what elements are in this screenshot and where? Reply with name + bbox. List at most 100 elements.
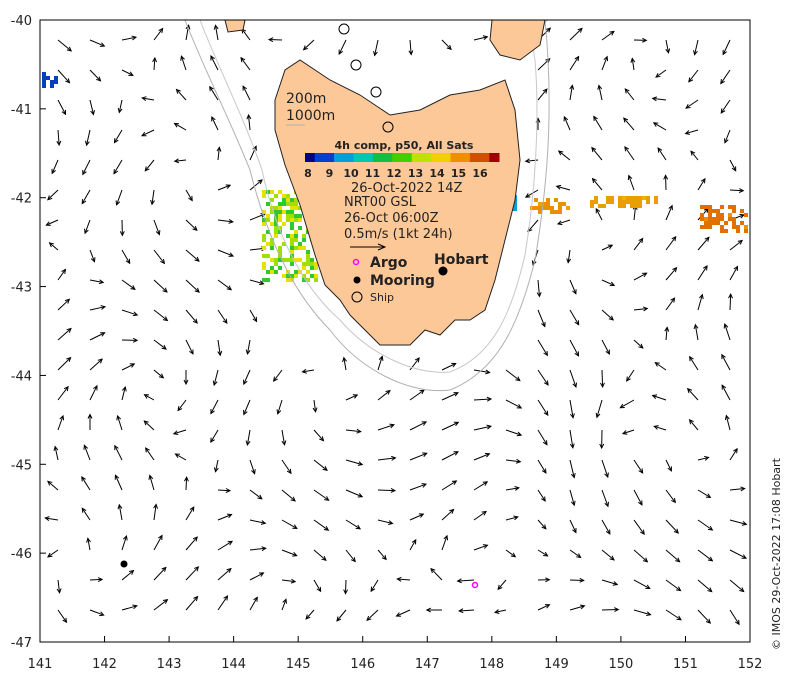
sst-pixel	[298, 246, 302, 250]
current-arrow-head	[194, 256, 200, 262]
sst-pixel	[286, 210, 290, 214]
current-arrow	[173, 429, 187, 435]
current-arrow	[145, 447, 155, 461]
current-arrow	[724, 323, 731, 341]
current-arrow-head	[493, 609, 500, 614]
current-arrow	[153, 57, 156, 71]
current-arrow	[336, 609, 347, 622]
current-arrow-head	[217, 350, 223, 357]
current-arrow-head	[591, 146, 597, 153]
current-arrow-head	[482, 35, 489, 41]
sst-pixel	[302, 266, 306, 270]
sst-pixel	[50, 80, 54, 84]
sst-pixel	[290, 242, 294, 246]
current-arrow	[633, 549, 648, 563]
current-arrow	[596, 399, 603, 418]
current-arrow	[305, 609, 315, 620]
land-tasmania	[274, 59, 521, 346]
current-arrow	[366, 609, 379, 621]
current-arrow-head	[597, 84, 603, 90]
sst-pixel	[594, 200, 598, 204]
sst-pixel	[700, 205, 704, 209]
y-tick-label: -47	[11, 636, 32, 651]
current-arrow	[665, 609, 682, 621]
current-arrow-head	[541, 468, 547, 474]
sst-pixel	[598, 204, 602, 208]
sst-pixel	[278, 210, 282, 214]
current-arrow	[345, 429, 361, 433]
current-arrow-head	[143, 394, 149, 399]
sst-pixel	[294, 214, 298, 218]
current-arrow-head	[482, 481, 489, 486]
sst-pixel	[534, 206, 538, 210]
current-arrow	[633, 238, 644, 251]
current-arrow-head	[302, 45, 309, 51]
current-arrow-head	[414, 357, 420, 363]
ship-markers	[338, 23, 394, 133]
current-arrow	[377, 424, 395, 431]
current-arrow-head	[148, 474, 154, 480]
current-arrow	[83, 445, 91, 461]
colorbar-tick: 12	[386, 167, 401, 180]
current-arrow	[569, 489, 575, 506]
sst-pixel	[278, 230, 282, 234]
sst-pixel	[298, 258, 302, 262]
colorbar-segment	[324, 153, 330, 162]
sst-pixel	[618, 200, 622, 204]
contour-label-200m: 200m	[286, 91, 326, 107]
current-arrow-head	[724, 138, 729, 144]
sst-pixel	[314, 274, 318, 278]
current-arrow	[722, 39, 731, 55]
sst-pixel	[594, 196, 598, 200]
sst-pixel	[290, 202, 294, 206]
sst-pixel	[262, 190, 266, 194]
current-arrow	[121, 386, 126, 401]
current-arrow-head	[158, 534, 163, 541]
sst-pixel	[302, 274, 306, 278]
current-arrow	[185, 339, 194, 355]
colorbar-segment	[406, 153, 413, 162]
colorbar-tick: 11	[365, 167, 380, 180]
sst-pixel	[266, 190, 270, 194]
current-arrow	[210, 399, 219, 414]
current-arrow	[47, 189, 59, 201]
current-arrow-head	[733, 447, 738, 454]
sst-patches	[42, 72, 748, 282]
current-arrow	[689, 356, 699, 371]
current-arrow	[153, 28, 164, 41]
current-arrow-head	[352, 394, 359, 399]
current-arrow	[653, 122, 667, 131]
current-arrow-head	[350, 557, 356, 563]
sst-pixel	[704, 225, 708, 229]
current-arrow-head	[707, 556, 714, 562]
current-arrow-head	[145, 447, 150, 453]
current-arrow	[121, 605, 137, 611]
sst-pixel	[610, 196, 614, 200]
current-arrow-head	[614, 607, 620, 613]
current-arrow-head	[667, 466, 672, 472]
current-arrow-head	[545, 577, 551, 583]
current-arrow	[569, 28, 583, 41]
current-arrow-head	[664, 326, 670, 332]
current-arrow	[624, 146, 635, 161]
current-arrow	[338, 39, 347, 55]
current-arrow	[117, 415, 123, 431]
sst-pixel	[606, 200, 610, 204]
current-arrow	[685, 99, 699, 109]
current-arrow	[153, 369, 164, 379]
current-arrow-head	[728, 293, 733, 299]
current-arrow	[624, 88, 635, 101]
sst-pixel	[286, 194, 290, 198]
current-arrow-head	[408, 50, 414, 56]
current-arrow	[47, 480, 59, 491]
current-arrow-head	[422, 452, 428, 457]
sst-pixel	[306, 254, 310, 258]
sst-pixel	[732, 217, 736, 221]
current-arrow	[210, 429, 219, 443]
current-arrow	[249, 179, 263, 191]
current-arrow	[497, 579, 507, 590]
current-arrow-head	[621, 430, 628, 435]
current-arrow-head	[574, 55, 580, 62]
sst-pixel	[282, 258, 286, 262]
current-arrow	[345, 394, 358, 401]
